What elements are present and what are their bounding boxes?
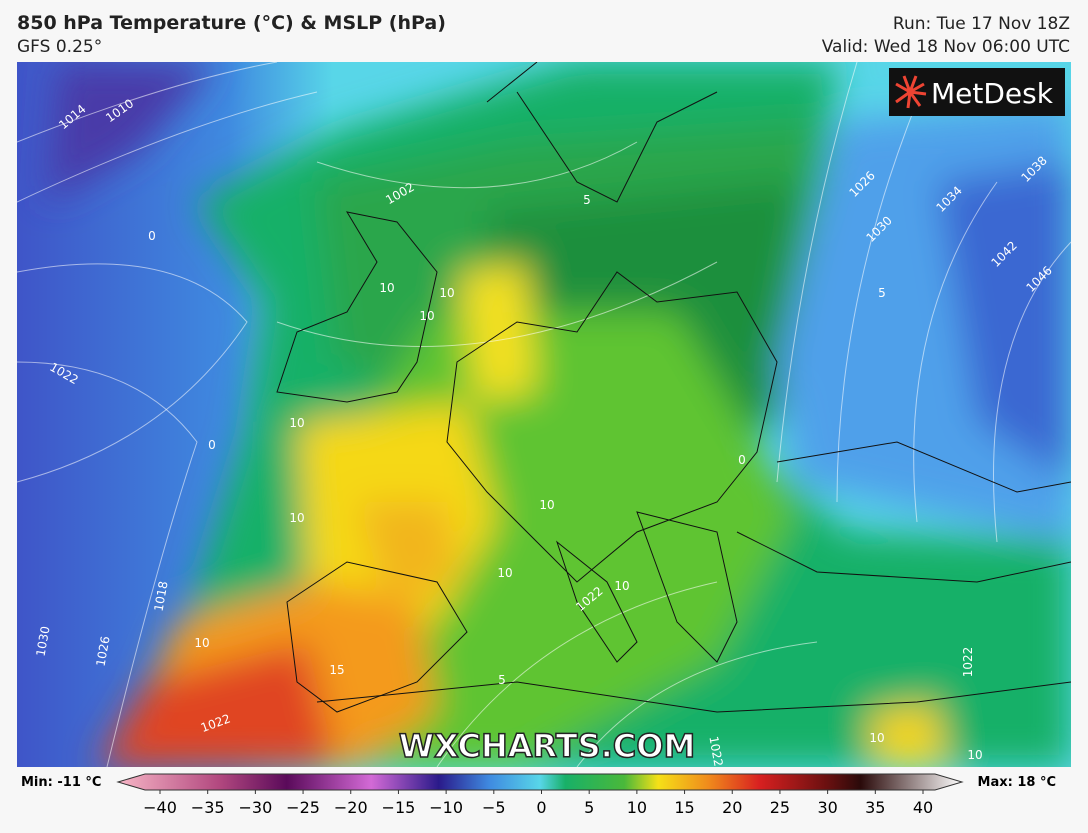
contour-label: 10 bbox=[379, 281, 394, 295]
colorbar-tick-label: 5 bbox=[584, 798, 594, 817]
contour-label: 15 bbox=[329, 663, 344, 677]
contour-label: 1022 bbox=[961, 647, 975, 678]
contour-label: 5 bbox=[583, 193, 591, 207]
colorbar-tick-label: 20 bbox=[722, 798, 742, 817]
colorbar-bar bbox=[116, 773, 964, 791]
contour-label: 10 bbox=[419, 309, 434, 323]
colorbar-tick-label: 25 bbox=[770, 798, 790, 817]
colorbar-tick-label: −15 bbox=[382, 798, 416, 817]
contour-label: 10 bbox=[869, 731, 884, 745]
contour-label: 1022 bbox=[706, 735, 725, 767]
temperature-field bbox=[47, 62, 1071, 767]
contour-label: 1026 bbox=[94, 635, 113, 668]
contour-label: 10 bbox=[289, 416, 304, 430]
contour-label: 1018 bbox=[152, 580, 171, 613]
colorbar-tick-label: −20 bbox=[334, 798, 368, 817]
contour-label: 10 bbox=[967, 748, 982, 762]
min-temp: Min: -11 °C bbox=[21, 775, 101, 790]
coastlines bbox=[276, 62, 1071, 713]
colorbar-tick-label: −25 bbox=[286, 798, 320, 817]
colorbar-tick-label: −35 bbox=[191, 798, 225, 817]
contour-label: 1030 bbox=[34, 625, 53, 658]
max-temp: Max: 18 °C bbox=[978, 775, 1056, 790]
colorbar-tick-label: 10 bbox=[627, 798, 647, 817]
contour-label: 0 bbox=[738, 453, 746, 467]
colorbar-tick-label: 40 bbox=[913, 798, 933, 817]
run-time: Run: Tue 17 Nov 18Z bbox=[892, 14, 1070, 34]
valid-time: Valid: Wed 18 Nov 06:00 UTC bbox=[821, 37, 1070, 57]
contour-label: 0 bbox=[208, 438, 216, 452]
contour-label: 10 bbox=[614, 579, 629, 593]
contour-label: 5 bbox=[498, 673, 506, 687]
watermark: WXCHARTS.COM bbox=[399, 727, 696, 765]
subtitle: GFS 0.25° bbox=[17, 37, 103, 57]
colorbar: Min: -11 °C Max: 18 °C −40 −35 −30 −25 −20 −1… bbox=[21, 773, 1056, 817]
title: 850 hPa Temperature (°C) & MSLP (hPa) bbox=[17, 12, 446, 34]
brand-logo bbox=[895, 75, 927, 109]
isobars bbox=[17, 62, 1071, 767]
contour-label: 10 bbox=[289, 511, 304, 525]
contour-label: 10 bbox=[439, 286, 454, 300]
colorbar-tick-label: 35 bbox=[865, 798, 885, 817]
colorbar-tick-label: −5 bbox=[482, 798, 506, 817]
contour-label: 10 bbox=[539, 498, 554, 512]
contour-label: 0 bbox=[148, 229, 156, 243]
contour-label: 10 bbox=[194, 636, 209, 650]
colorbar-tick-label: −40 bbox=[143, 798, 177, 817]
contour-label: 5 bbox=[878, 286, 886, 300]
colorbar-tick-label: −30 bbox=[238, 798, 272, 817]
colorbar-tick-label: −10 bbox=[429, 798, 463, 817]
colorbar-tick-label: 0 bbox=[536, 798, 546, 817]
colorbar-tick-label: 30 bbox=[817, 798, 837, 817]
contour-label: 10 bbox=[497, 566, 512, 580]
colorbar-tick-label: 15 bbox=[674, 798, 694, 817]
brand-name: MetDesk bbox=[931, 77, 1054, 110]
map: MetDesk WXCHARTS.COM 1014 101010021022102… bbox=[17, 62, 1071, 767]
